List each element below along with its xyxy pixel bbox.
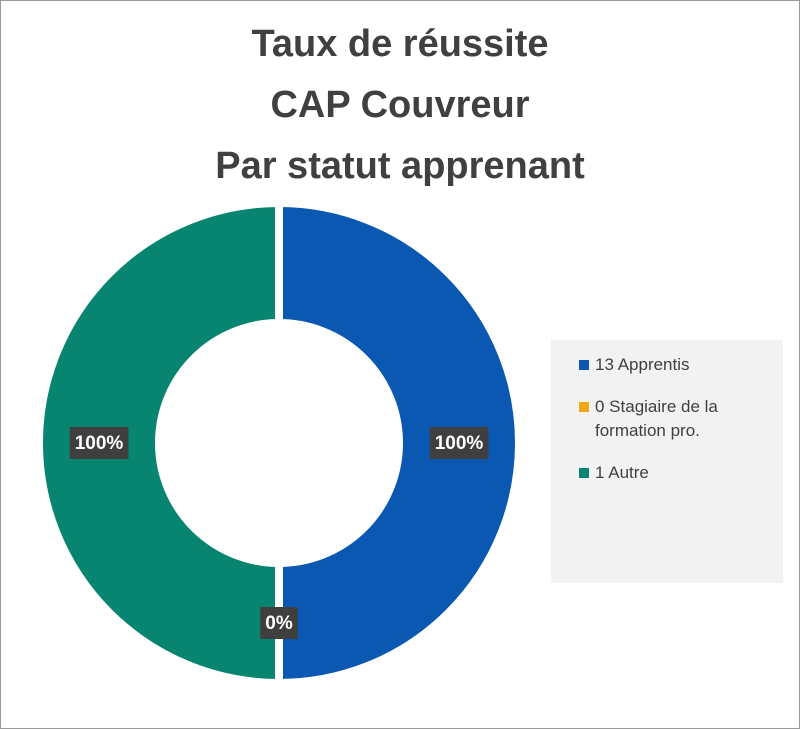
legend-label: 13 Apprentis (595, 355, 690, 374)
data-label-bg (429, 427, 489, 459)
data-label-text: 100% (75, 433, 124, 454)
legend-swatch (579, 402, 589, 412)
data-label-text: 100% (435, 433, 484, 454)
doughnut-slice (275, 198, 523, 688)
data-label: 0% (260, 607, 298, 639)
legend: 13 Apprentis 0 Stagiaire de la formation … (551, 340, 783, 583)
legend-item: 1 Autre (579, 461, 773, 485)
legend-item: 13 Apprentis (579, 353, 773, 377)
doughnut-slice (35, 198, 283, 688)
chart-title: Taux de réussite CAP Couvreur Par statut… (215, 23, 585, 187)
legend-swatch (579, 360, 589, 370)
data-label-bg (260, 607, 298, 639)
legend-label: 1 Autre (595, 463, 649, 482)
legend-item: 0 Stagiaire de la formation pro. (579, 395, 773, 443)
data-label-bg (69, 427, 129, 459)
data-label: 100% (69, 427, 129, 459)
legend-label: 0 Stagiaire de la formation pro. (595, 397, 718, 440)
data-label-text: 0% (265, 613, 293, 634)
data-label: 100% (429, 427, 489, 459)
legend-swatch (579, 468, 589, 478)
